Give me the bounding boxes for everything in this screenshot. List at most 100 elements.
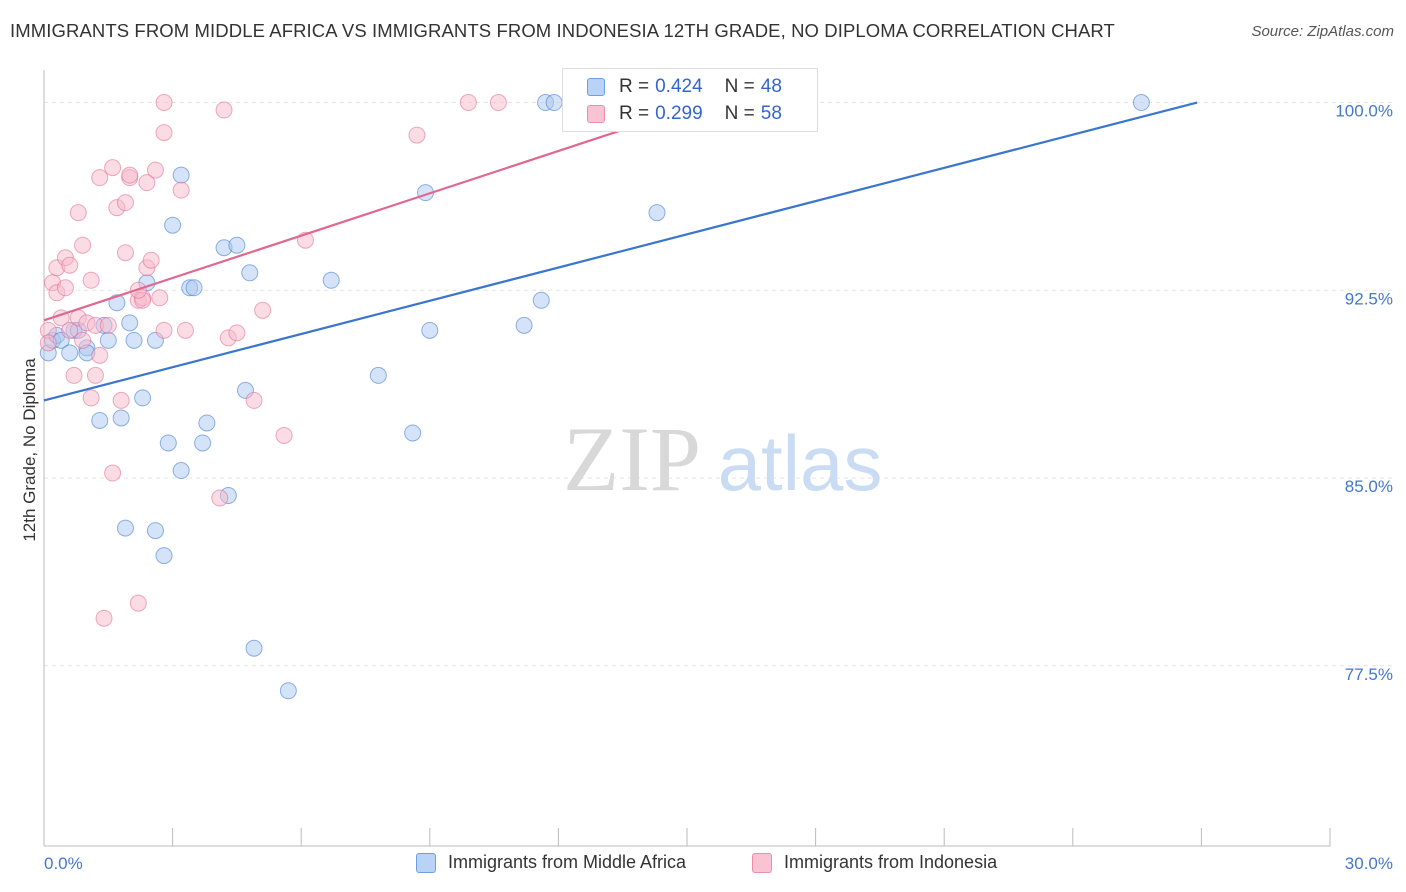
legend-swatch-pink [752,852,772,873]
point-indonesia [275,426,293,444]
point-indonesia [489,94,507,112]
point-middle-africa [245,639,263,657]
point-indonesia [69,204,87,222]
source-credit: Source: ZipAtlas.com [1251,23,1394,40]
point-middle-africa [172,166,190,184]
point-indonesia [104,464,122,482]
point-indonesia [99,316,117,334]
point-middle-africa [172,462,190,480]
point-middle-africa [155,547,173,565]
legend-r-label: R = [619,103,650,124]
point-middle-africa [369,366,387,384]
point-indonesia [95,609,113,627]
point-middle-africa [228,236,246,254]
legend-label: Immigrants from Middle Africa [448,852,687,872]
point-middle-africa [116,519,134,537]
y-axis-label: 12th Grade, No Diploma [20,358,39,542]
point-middle-africa [159,434,177,452]
tick-label-layer: 100.0% 92.5% 85.0% 77.5% 0.0% 30.0% [44,102,1393,873]
point-indonesia [74,236,92,254]
point-indonesia [146,161,164,179]
point-middle-africa [198,414,216,432]
point-middle-africa [134,389,152,407]
point-middle-africa [112,409,130,427]
legend-r-label: R = [619,76,650,97]
point-indonesia [155,124,173,142]
point-middle-africa [404,424,422,442]
point-middle-africa [421,321,439,339]
point-indonesia [155,94,173,112]
point-indonesia [112,391,130,409]
point-indonesia [245,391,263,409]
y-tick-label: 92.5% [1345,289,1393,308]
legend-n-label: N = [724,103,755,124]
point-indonesia [39,334,57,352]
legend-r-value: 0.299 [655,103,703,124]
legend-n-value: 58 [760,103,782,124]
point-indonesia [215,101,233,119]
legend-swatch-pink [587,105,605,123]
point-indonesia [408,126,426,144]
legend-item-indonesia: Immigrants from Indonesia [752,852,997,873]
point-indonesia [116,194,134,212]
point-middle-africa [91,411,109,429]
point-middle-africa [648,204,666,222]
point-indonesia [116,244,134,262]
point-indonesia [142,251,160,269]
legend-item-middle-africa: Immigrants from Middle Africa [416,852,686,873]
y-tick-label: 100.0% [1335,102,1393,121]
axis-layer [43,70,1331,847]
point-indonesia [104,159,122,177]
point-middle-africa [279,682,297,700]
point-middle-africa [545,94,563,112]
point-indonesia [82,389,100,407]
point-middle-africa [164,216,182,234]
point-middle-africa [125,331,143,349]
point-indonesia [172,181,190,199]
legend-n-value: 48 [760,76,782,97]
point-indonesia [91,169,109,187]
point-indonesia [155,321,173,339]
point-indonesia [176,321,194,339]
trendline-indonesia [43,109,684,322]
point-indonesia [211,489,229,507]
point-indonesia [56,279,74,297]
legend-r-value: 0.424 [655,76,703,97]
x-tick-label: 30.0% [1345,854,1393,873]
legend-row-indonesia: R = 0.299 N = 58 [587,102,782,126]
points-layer [39,94,1150,700]
point-indonesia [459,94,477,112]
point-middle-africa [532,291,550,309]
point-middle-africa [185,279,203,297]
point-indonesia [129,594,147,612]
legend-label: Immigrants from Indonesia [784,852,998,872]
point-middle-africa [515,316,533,334]
watermark-zip: ZIP [563,408,701,510]
trend-layer [43,101,1198,402]
legend-swatch-blue [416,852,436,873]
point-middle-africa [121,314,139,332]
point-indonesia [91,346,109,364]
point-indonesia [86,366,104,384]
legend-swatch-blue [587,78,605,96]
point-indonesia [61,321,79,339]
point-indonesia [65,366,83,384]
legend-n-label: N = [724,76,755,97]
point-indonesia [254,301,272,319]
y-tick-label: 77.5% [1345,665,1393,684]
point-middle-africa [322,271,340,289]
point-indonesia [82,271,100,289]
legend-row-middle-africa: R = 0.424 N = 48 [587,75,782,99]
point-indonesia [151,289,169,307]
correlation-legend: R = 0.424 N = 48 R = 0.299 N = 58 [562,68,818,132]
point-indonesia [121,166,139,184]
point-indonesia [228,324,246,342]
x-tick-label: 0.0% [44,854,83,873]
point-middle-africa [194,434,212,452]
point-indonesia [61,256,79,274]
point-middle-africa [241,264,259,282]
y-tick-label: 85.0% [1345,477,1393,496]
point-middle-africa [146,522,164,540]
point-indonesia [74,331,92,349]
point-middle-africa [99,331,117,349]
